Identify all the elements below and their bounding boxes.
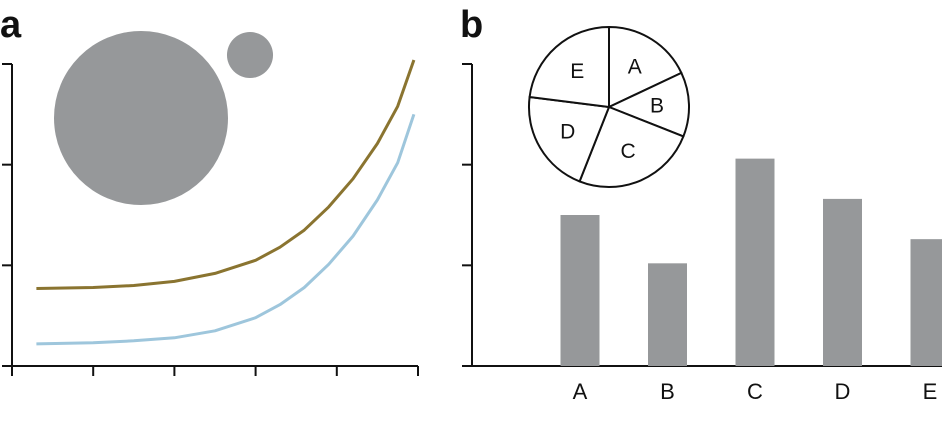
series-line [36, 59, 416, 290]
inset-large-circle [54, 31, 228, 205]
x-tick-label: B [660, 379, 675, 404]
panel-b-letter: b [460, 4, 483, 46]
x-tick-label: D [835, 379, 851, 404]
pie-slice-label: E [570, 60, 584, 83]
pie-slice-label: C [621, 140, 636, 163]
pie-slice-D [528, 96, 610, 183]
series-line [36, 113, 416, 346]
bar-A [560, 215, 600, 366]
pie-slice-C [578, 106, 685, 188]
pie-slice-B [608, 71, 691, 138]
pie-slice-A [608, 26, 683, 108]
panel-a-letter: a [0, 4, 22, 46]
bar-B [648, 263, 687, 366]
panel-a-line-chart [2, 31, 419, 376]
bar-C [735, 158, 775, 366]
pie-slice-label: D [560, 120, 575, 143]
pie-slice-label: B [650, 95, 664, 118]
x-tick-label: A [573, 379, 588, 404]
inset-small-circle [226, 31, 274, 79]
bar-E [910, 239, 942, 366]
x-tick-label: C [747, 379, 763, 404]
x-tick-label: E [923, 379, 938, 404]
bar-D [823, 198, 862, 366]
pie-slice-label: A [628, 56, 642, 79]
pie-slice-E [528, 26, 610, 108]
